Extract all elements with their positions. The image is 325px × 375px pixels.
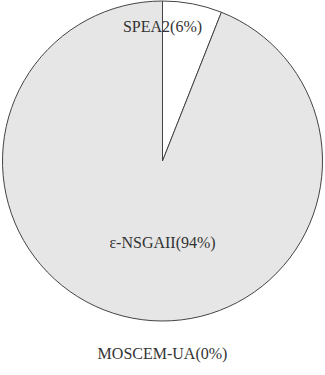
data-labels: SPEA2(6%) ε-NSGAII(94%) MOSCEM-UA(0%): [98, 18, 228, 363]
value-label: (0%): [195, 345, 227, 363]
category-name: ε-NSGAII: [109, 234, 175, 251]
category-name: MOSCEM-UA: [98, 345, 196, 362]
chart: SPEA2(6%) ε-NSGAII(94%) MOSCEM-UA(0%): [0, 0, 325, 375]
category-name: SPEA2: [123, 18, 170, 35]
pie-slice: [2, 1, 322, 321]
data-label: MOSCEM-UA(0%): [98, 345, 228, 363]
data-label: ε-NSGAII(94%): [109, 234, 215, 252]
data-label: SPEA2(6%): [123, 18, 202, 36]
value-label: (94%): [176, 234, 216, 252]
pie: [2, 1, 322, 321]
value-label: (6%): [170, 18, 202, 36]
